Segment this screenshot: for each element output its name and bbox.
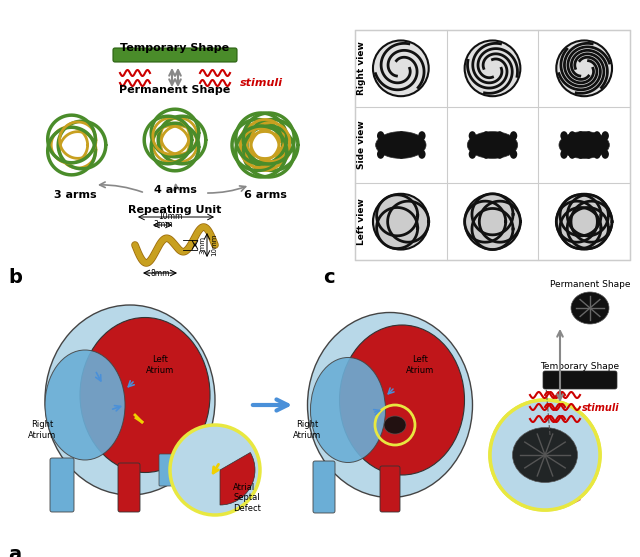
Text: c: c	[323, 268, 335, 287]
Ellipse shape	[397, 131, 405, 140]
Ellipse shape	[559, 131, 609, 158]
Ellipse shape	[602, 131, 609, 140]
Text: 3mm: 3mm	[199, 236, 205, 254]
Text: Right
Atrium: Right Atrium	[293, 421, 321, 439]
Ellipse shape	[585, 150, 593, 159]
FancyBboxPatch shape	[543, 371, 617, 389]
Text: stimuli: stimuli	[582, 403, 620, 413]
Ellipse shape	[419, 150, 426, 159]
Text: Right
Atrium: Right Atrium	[28, 421, 56, 439]
Ellipse shape	[483, 150, 490, 159]
Ellipse shape	[339, 325, 465, 475]
Text: 4 arms: 4 arms	[154, 185, 196, 195]
Ellipse shape	[568, 131, 576, 140]
Ellipse shape	[468, 131, 476, 140]
Ellipse shape	[577, 131, 584, 140]
Text: 10mm: 10mm	[158, 212, 182, 221]
Ellipse shape	[45, 305, 215, 495]
Text: Right view: Right view	[357, 41, 366, 95]
Circle shape	[373, 194, 429, 250]
Ellipse shape	[384, 416, 406, 434]
FancyBboxPatch shape	[118, 463, 140, 512]
Ellipse shape	[577, 150, 584, 159]
Circle shape	[556, 194, 612, 250]
Text: b: b	[8, 268, 22, 287]
Ellipse shape	[602, 150, 609, 159]
FancyBboxPatch shape	[380, 466, 400, 512]
Circle shape	[465, 41, 520, 96]
Text: Temporary Shape: Temporary Shape	[540, 362, 620, 371]
Text: 6 arms: 6 arms	[244, 190, 287, 200]
Text: Left
Atrium: Left Atrium	[146, 355, 174, 375]
Text: Permanent Shape: Permanent Shape	[550, 280, 630, 289]
Text: 3mm: 3mm	[153, 220, 173, 229]
Text: 10mm: 10mm	[211, 234, 217, 256]
Ellipse shape	[419, 131, 426, 140]
Ellipse shape	[45, 350, 125, 460]
Circle shape	[465, 194, 520, 250]
FancyBboxPatch shape	[113, 48, 237, 62]
Ellipse shape	[510, 150, 517, 159]
Text: Side view: Side view	[357, 121, 366, 169]
Ellipse shape	[571, 292, 609, 324]
Ellipse shape	[561, 150, 568, 159]
Ellipse shape	[468, 150, 476, 159]
Circle shape	[170, 425, 260, 515]
Ellipse shape	[307, 312, 472, 497]
Circle shape	[490, 400, 600, 510]
FancyBboxPatch shape	[313, 461, 335, 513]
Wedge shape	[503, 455, 581, 507]
Ellipse shape	[568, 150, 576, 159]
Ellipse shape	[397, 150, 405, 159]
Text: Left view: Left view	[357, 198, 366, 245]
Text: Repeating Unit: Repeating Unit	[128, 205, 221, 215]
Ellipse shape	[513, 428, 577, 482]
Ellipse shape	[80, 317, 210, 472]
Ellipse shape	[467, 131, 518, 158]
Text: Permanent Shape: Permanent Shape	[120, 85, 230, 95]
Ellipse shape	[376, 131, 426, 158]
Ellipse shape	[310, 358, 385, 462]
Text: Temporary Shape: Temporary Shape	[120, 43, 230, 53]
Ellipse shape	[593, 131, 601, 140]
Wedge shape	[220, 452, 255, 505]
Circle shape	[556, 41, 612, 96]
Ellipse shape	[377, 150, 385, 159]
Ellipse shape	[561, 131, 568, 140]
Ellipse shape	[593, 150, 601, 159]
Text: Atrial
Septal
Defect: Atrial Septal Defect	[233, 483, 261, 513]
Ellipse shape	[585, 131, 593, 140]
Ellipse shape	[496, 131, 504, 140]
Text: Left
Atrium: Left Atrium	[406, 355, 434, 375]
Text: 3 arms: 3 arms	[54, 190, 96, 200]
Text: stimuli: stimuli	[240, 78, 283, 88]
FancyBboxPatch shape	[50, 458, 74, 512]
Ellipse shape	[377, 131, 385, 140]
Circle shape	[373, 41, 429, 96]
FancyBboxPatch shape	[159, 454, 175, 486]
Ellipse shape	[510, 131, 517, 140]
Ellipse shape	[483, 131, 490, 140]
Text: 8mm: 8mm	[150, 269, 170, 278]
Text: a: a	[8, 545, 21, 557]
Ellipse shape	[496, 150, 504, 159]
